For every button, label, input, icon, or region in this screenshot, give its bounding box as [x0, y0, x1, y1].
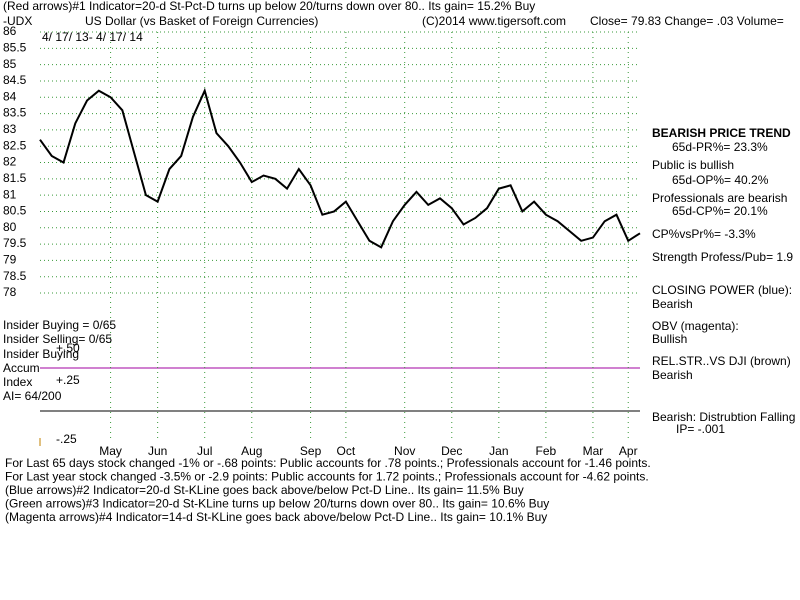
note: BEARISH PRICE TREND [652, 126, 791, 140]
note: Public is bullish [652, 158, 734, 172]
symbol: -UDX [3, 14, 32, 28]
note: Bearish: Distrubtion Falling [652, 410, 795, 424]
x-tick-label: Aug [241, 444, 262, 458]
footer-line: For Last year stock changed -3.5% or -2.… [5, 470, 649, 484]
note: REL.STR..VS DJI (brown) [652, 354, 791, 368]
note: IP= -.001 [676, 422, 725, 436]
note: 65d-PR%= 23.3% [672, 140, 768, 154]
subtitle: US Dollar (vs Basket of Foreign Currenci… [85, 14, 318, 28]
y-tick-label: 79.5 [3, 236, 27, 250]
x-tick-label: Dec [441, 444, 462, 458]
note: Bullish [652, 332, 687, 346]
y-tick-label: 86 [3, 24, 17, 38]
note: 65d-OP%= 40.2% [672, 173, 769, 187]
note: OBV (magenta): [652, 319, 739, 333]
y-tick-label: 80 [3, 220, 17, 234]
y-tick-label: 81.5 [3, 171, 27, 185]
x-tick-label: May [99, 444, 122, 458]
price-line [39, 87, 641, 249]
note: CLOSING POWER (blue): [652, 283, 792, 297]
panel-label: Accum [3, 361, 40, 375]
panel-label: Insider Selling= 0/65 [3, 332, 112, 346]
footer-line: (Blue arrows)#2 Indicator=20-d St-KLine … [5, 483, 524, 497]
y-tick-label: 81 [3, 187, 17, 201]
note: Bearish [652, 368, 693, 382]
x-tick-label: Nov [394, 444, 415, 458]
date-range: 4/ 17/ 13- 4/ 17/ 14 [42, 30, 143, 44]
quote: Close= 79.83 Change= .03 Volume= [590, 14, 784, 28]
panel-label: Index [3, 375, 32, 389]
footer-line: (Green arrows)#3 Indicator=20-d St-KLine… [5, 497, 549, 511]
y-tick-label: 82.5 [3, 138, 27, 152]
x-tick-label: Mar [583, 444, 604, 458]
y-tick-label: 84.5 [3, 73, 27, 87]
x-tick-label: Jun [148, 444, 167, 458]
panel-label: AI= 64/200 [3, 389, 62, 403]
y-tick-label: 84 [3, 89, 17, 103]
chart-title: (Red arrows)#1 Indicator=20-d St-Pct-D t… [3, 0, 535, 13]
y-tick-label: 79 [3, 253, 17, 267]
panel-tick-label: +.50 [56, 341, 80, 355]
note: CP%vsPr%= -3.3% [652, 227, 756, 241]
y-tick-label: 82 [3, 155, 17, 169]
y-tick-label: 83.5 [3, 106, 27, 120]
y-tick-label: 85 [3, 57, 17, 71]
copyright: (C)2014 www.tigersoft.com [422, 14, 566, 28]
note: Professionals are bearish [652, 191, 787, 205]
x-tick-label: Feb [536, 444, 557, 458]
note: Bearish [652, 297, 693, 311]
note: Strength Profess/Pub= 1.9 [652, 250, 793, 264]
panel-label: Insider Buying [3, 347, 79, 361]
footer-line: For Last 65 days stock changed -1% or -.… [5, 456, 651, 470]
y-tick-label: 78 [3, 285, 17, 299]
x-tick-label: Oct [337, 444, 356, 458]
y-tick-label: 83 [3, 122, 17, 136]
panel-tick-label: -.25 [56, 432, 77, 446]
panel-label: Insider Buying = 0/65 [3, 318, 116, 332]
x-tick-label: Apr [619, 444, 638, 458]
note: 65d-CP%= 20.1% [672, 204, 768, 218]
x-tick-label: Sep [300, 444, 322, 458]
y-tick-label: 80.5 [3, 204, 27, 218]
x-tick-label: Jan [489, 444, 508, 458]
y-tick-label: 78.5 [3, 269, 27, 283]
footer-line: (Magenta arrows)#4 Indicator=14-d St-KLi… [5, 510, 547, 524]
y-tick-label: 85.5 [3, 40, 27, 54]
panel-tick-label: +.25 [56, 373, 80, 387]
x-tick-label: Jul [197, 444, 212, 458]
